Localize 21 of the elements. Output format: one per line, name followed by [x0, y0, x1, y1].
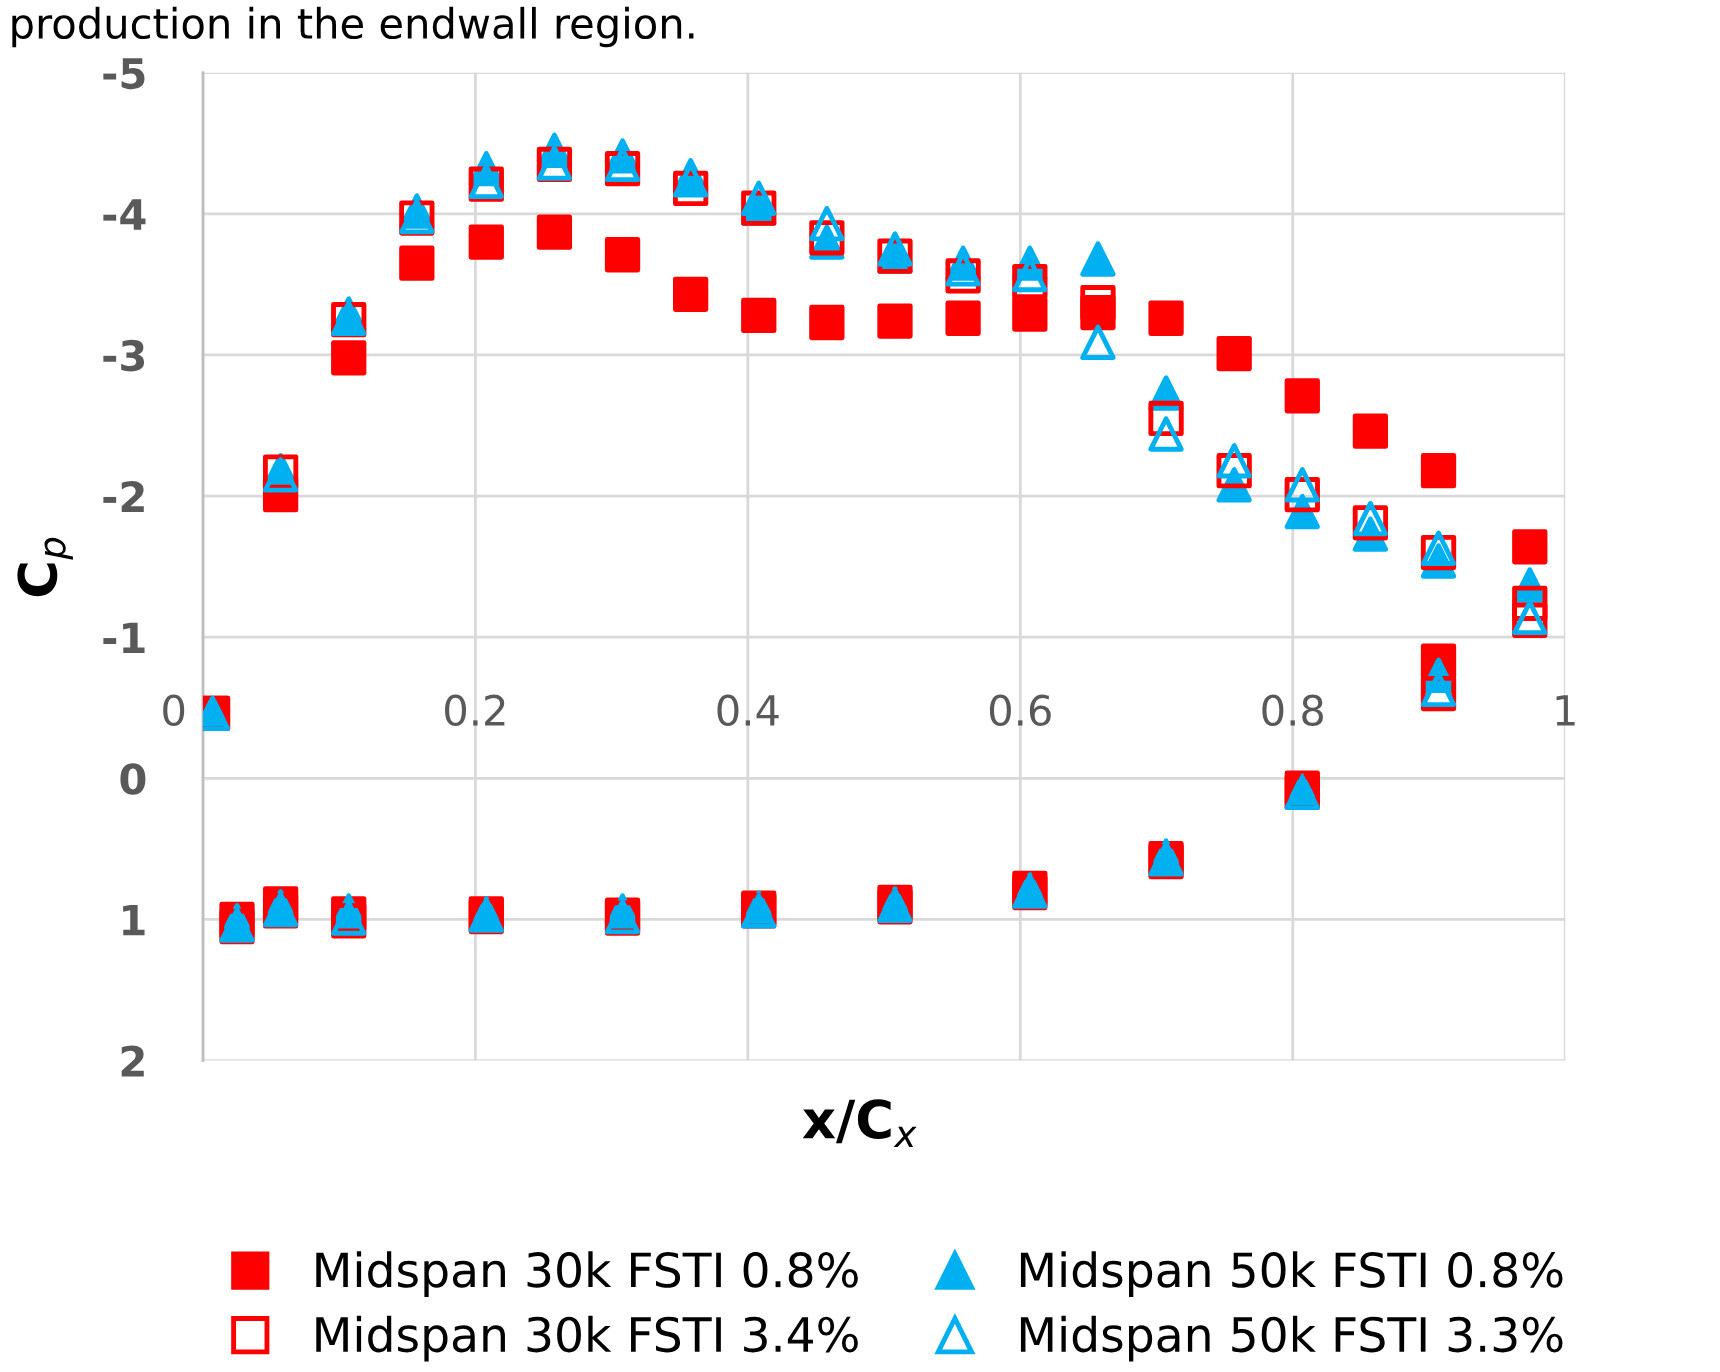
x-tick-label: 0 — [163, 694, 185, 727]
x-tick-label: 0.6 — [989, 694, 1051, 727]
x-tick-label: 0.4 — [717, 694, 779, 727]
text: production in the endwall region. — [12, 6, 694, 48]
y-tick-label: -4 — [103, 199, 146, 230]
y-tick-label: 0 — [120, 763, 146, 795]
x-axis-title: x/C$_{x}$ — [802, 1099, 917, 1148]
legend-label: Midspan 30k FSTI 3.4% — [316, 1315, 858, 1362]
y-tick-label: -5 — [103, 58, 145, 90]
legend-label: Midspan 50k FSTI 0.8% — [1020, 1251, 1563, 1297]
y-tick-label: -1 — [103, 622, 145, 654]
y-tick-label: -2 — [103, 480, 144, 512]
y-tick-label: 2 — [121, 1045, 144, 1077]
legend-label: Midspan 30k FSTI 0.8% — [316, 1251, 858, 1297]
x-tick-label: 0.2 — [445, 694, 505, 727]
y-tick-label: -3 — [103, 339, 145, 372]
x-tick-label: 1 — [1556, 695, 1575, 726]
y-tick-label: 1 — [123, 904, 145, 936]
y-axis-title: C$_{p}$ — [17, 537, 73, 597]
legend-label: Midspan 50k FSTI 3.3% — [1020, 1315, 1563, 1362]
x-tick-label: 0.8 — [1262, 694, 1324, 727]
